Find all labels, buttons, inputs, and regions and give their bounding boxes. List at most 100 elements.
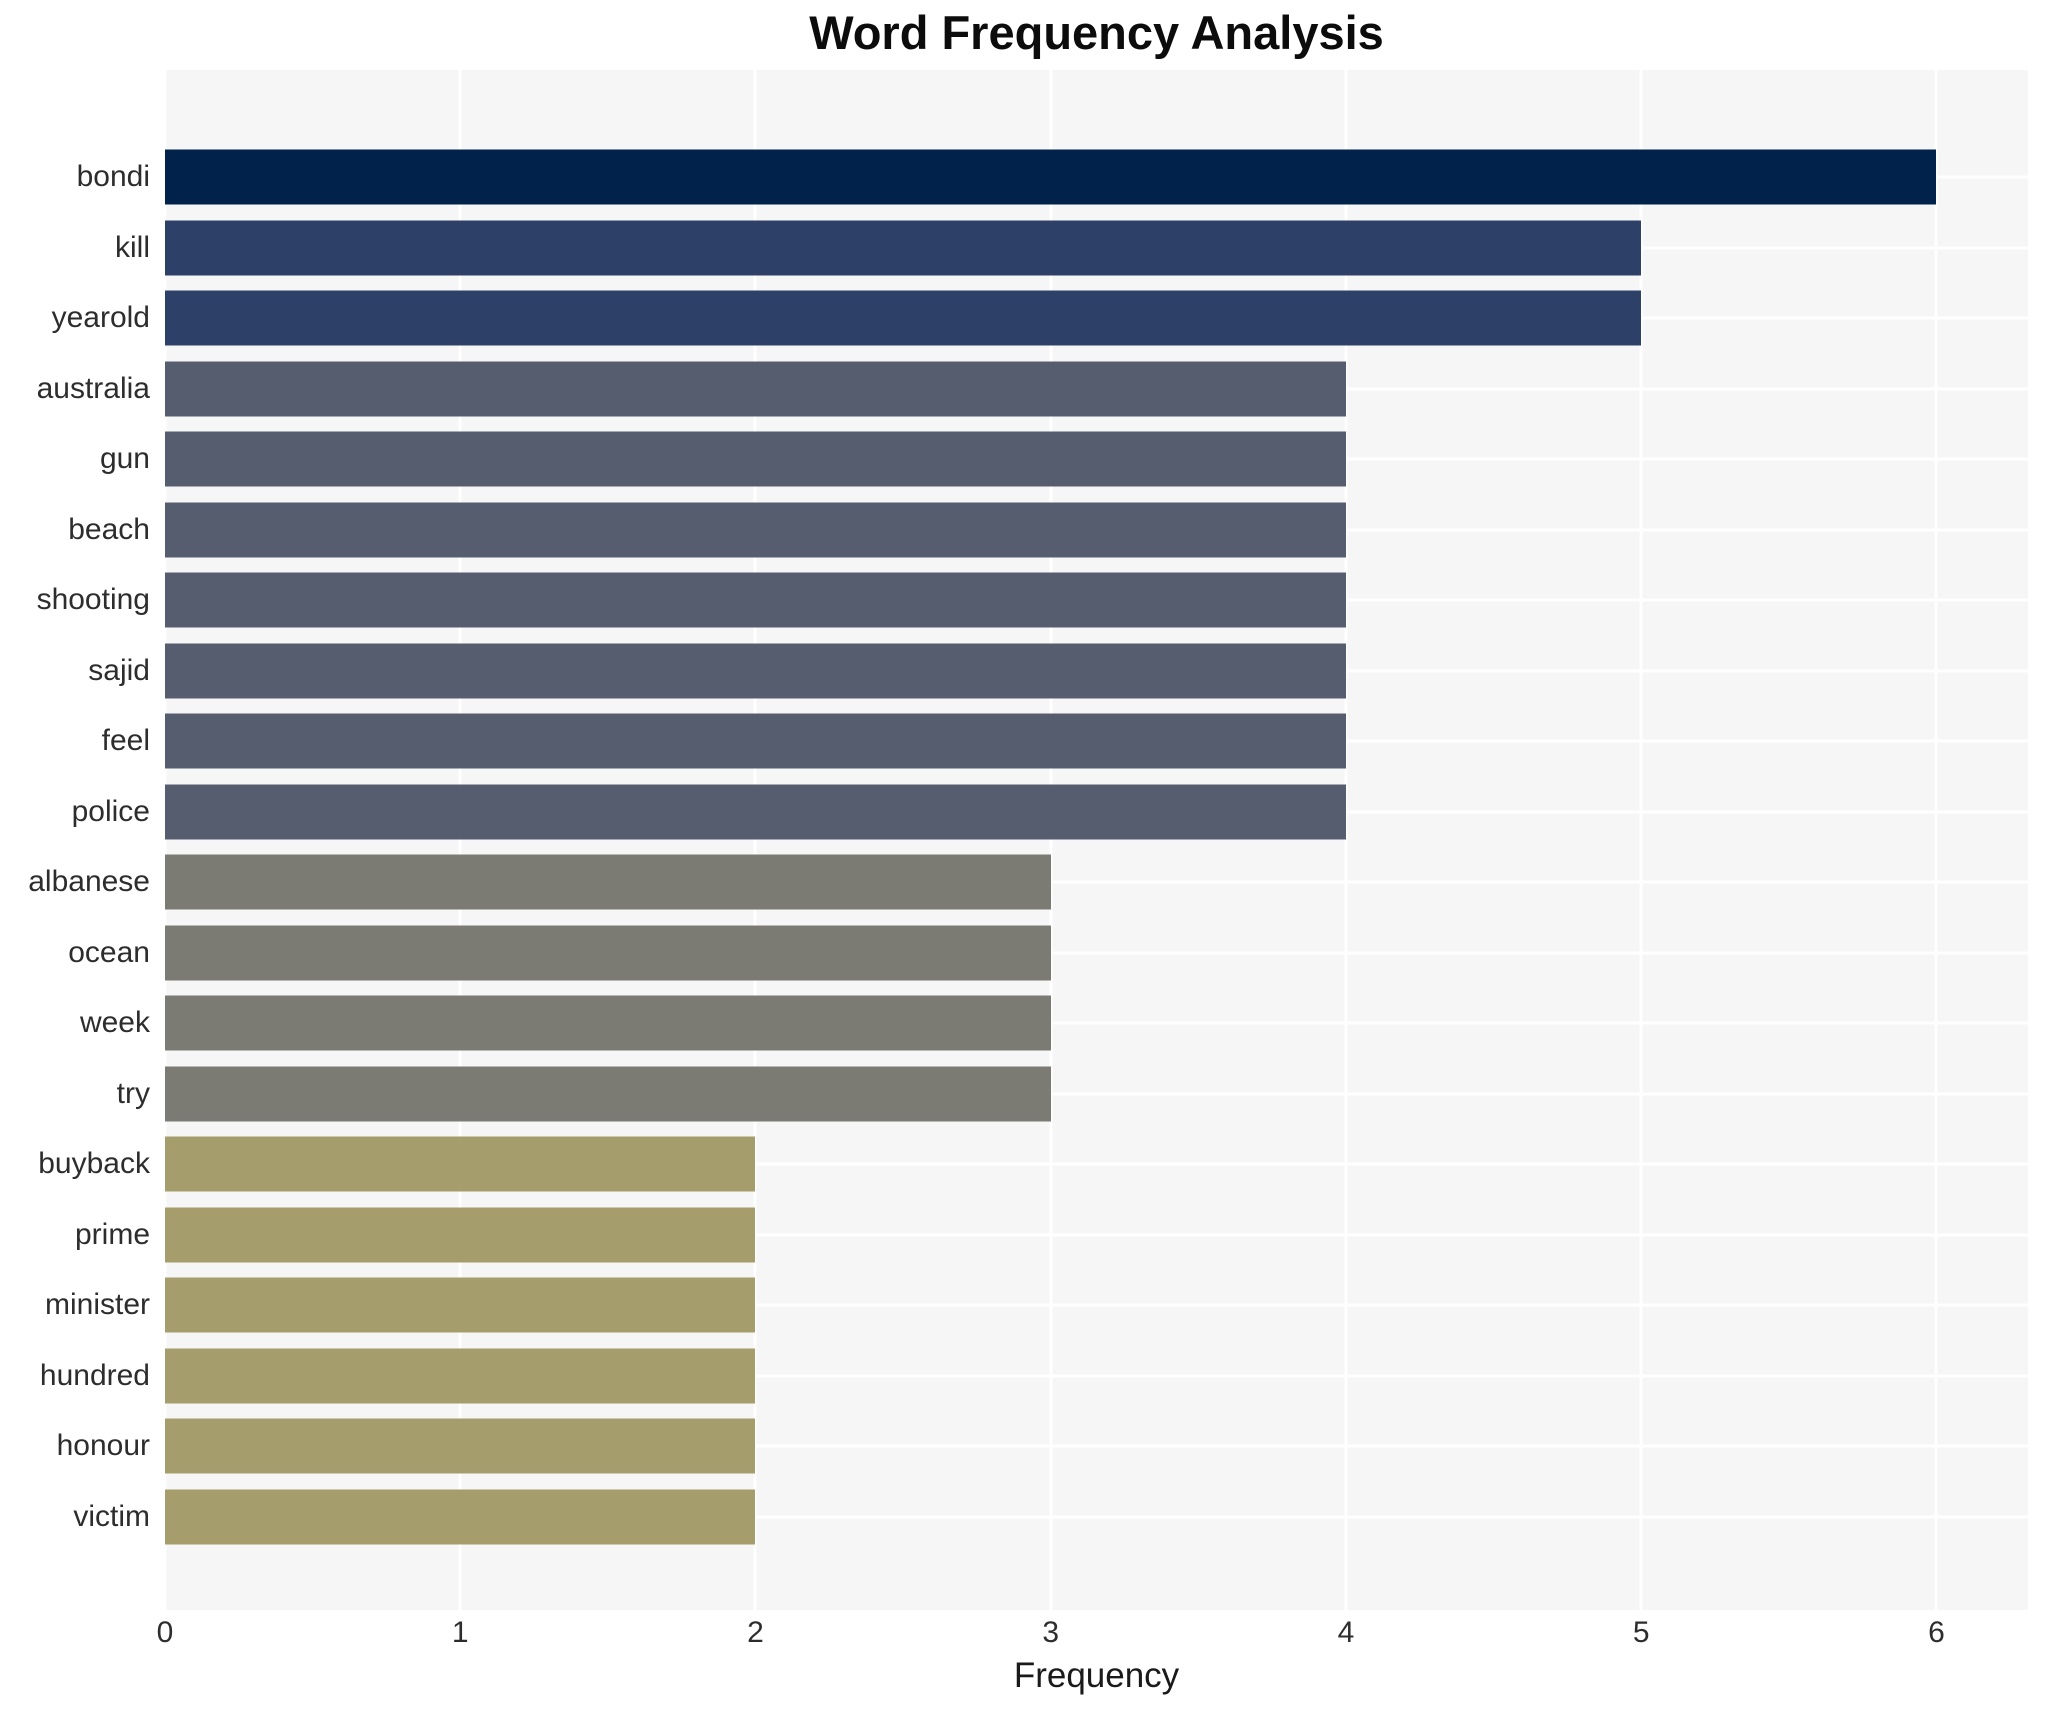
gridline-horizontal [165, 1303, 2028, 1307]
gridline-vertical [753, 70, 757, 1610]
bar-track [165, 213, 2028, 284]
x-tick-label: 3 [1042, 1616, 1060, 1649]
bar-track [165, 142, 2028, 213]
y-tick-label: sajid [88, 653, 150, 687]
bar-track [165, 1411, 2028, 1482]
bar-track [165, 636, 2028, 707]
y-tick-label: bondi [76, 160, 150, 194]
gridline-horizontal [165, 1092, 2028, 1096]
bar-track [165, 1059, 2028, 1130]
y-tick-label: minister [44, 1288, 150, 1322]
y-tick-label: feel [101, 724, 150, 758]
y-tick-label: beach [68, 512, 150, 546]
bar-row: honour [0, 1411, 2045, 1482]
bar-row: prime [0, 1200, 2045, 1271]
y-tick-label: week [79, 1006, 150, 1040]
y-tick-label: ocean [68, 935, 150, 969]
bar [165, 502, 1346, 558]
bar [165, 1066, 1051, 1122]
bar [165, 1418, 756, 1474]
gridline-vertical [1934, 70, 1938, 1610]
bar-row: ocean [0, 918, 2045, 989]
x-tick-label: 5 [1632, 1616, 1650, 1649]
gridline-horizontal [165, 1233, 2028, 1237]
y-tick-label: buyback [38, 1147, 150, 1181]
bar-track [165, 706, 2028, 777]
bar-row: australia [0, 354, 2045, 425]
bar [165, 1207, 756, 1263]
bar-row: sajid [0, 636, 2045, 707]
gridline-horizontal [165, 1162, 2028, 1166]
bar [165, 925, 1051, 981]
y-tick-label: australia [36, 371, 150, 405]
bar [165, 713, 1346, 769]
gridline-horizontal [165, 1515, 2028, 1519]
bar-track [165, 565, 2028, 636]
bar-row: hundred [0, 1341, 2045, 1412]
gridline-horizontal [165, 1021, 2028, 1025]
bar-row: week [0, 988, 2045, 1059]
bar-row: shooting [0, 565, 2045, 636]
gridline-vertical [458, 70, 462, 1610]
gridline-horizontal [165, 880, 2028, 884]
bar-track [165, 847, 2028, 918]
bar-track [165, 1341, 2028, 1412]
bar [165, 431, 1346, 487]
bar-row: albanese [0, 847, 2045, 918]
gridline-vertical [163, 70, 167, 1610]
y-tick-label: honour [56, 1429, 150, 1463]
bar [165, 1277, 756, 1333]
bar-rows: bondi kill yearold australia gun beach shootin… [0, 70, 2045, 1610]
x-tick-label: 6 [1928, 1616, 1945, 1649]
bar [165, 1348, 756, 1404]
bar-row: gun [0, 424, 2045, 495]
bar [165, 220, 1642, 276]
bar-row: try [0, 1059, 2045, 1130]
x-tick-label: 1 [451, 1616, 469, 1649]
bar-track [165, 918, 2028, 989]
y-tick-label: gun [99, 442, 150, 476]
bar-track [165, 283, 2028, 354]
bar-track [165, 354, 2028, 425]
y-tick-label: prime [74, 1217, 150, 1251]
gridline-vertical [1639, 70, 1643, 1610]
gridline-horizontal [165, 1444, 2028, 1448]
bar [165, 784, 1346, 840]
bar [165, 572, 1346, 628]
y-tick-label: yearold [51, 301, 150, 335]
gridline-vertical [1344, 70, 1348, 1610]
gridline-horizontal [165, 1374, 2028, 1378]
bar-track [165, 1200, 2028, 1271]
bar-track [165, 1270, 2028, 1341]
y-tick-label: police [71, 794, 150, 828]
bar-row: yearold [0, 283, 2045, 354]
y-tick-label: hundred [39, 1358, 150, 1392]
bar-track [165, 495, 2028, 566]
bar-track [165, 424, 2028, 495]
bar-row: kill [0, 213, 2045, 284]
bar-track [165, 1482, 2028, 1553]
bar [165, 854, 1051, 910]
bar-row: police [0, 777, 2045, 848]
bar [165, 643, 1346, 699]
chart-title: Word Frequency Analysis [809, 6, 1384, 59]
bar [165, 1136, 756, 1192]
bar-row: buyback [0, 1129, 2045, 1200]
bar [165, 290, 1642, 346]
x-axis-label: Frequency [1013, 1656, 1180, 1695]
bar-row: victim [0, 1482, 2045, 1553]
x-tick-label: 2 [747, 1616, 764, 1649]
y-tick-label: try [116, 1076, 150, 1110]
bar-track [165, 777, 2028, 848]
gridline-horizontal [165, 951, 2028, 955]
bar-row: feel [0, 706, 2045, 777]
bar [165, 995, 1051, 1051]
bar [165, 361, 1346, 417]
bar-row: beach [0, 495, 2045, 566]
bar-row: minister [0, 1270, 2045, 1341]
bar [165, 1489, 756, 1545]
y-tick-label: victim [73, 1499, 150, 1533]
y-tick-label: albanese [28, 865, 150, 899]
bar-track [165, 988, 2028, 1059]
